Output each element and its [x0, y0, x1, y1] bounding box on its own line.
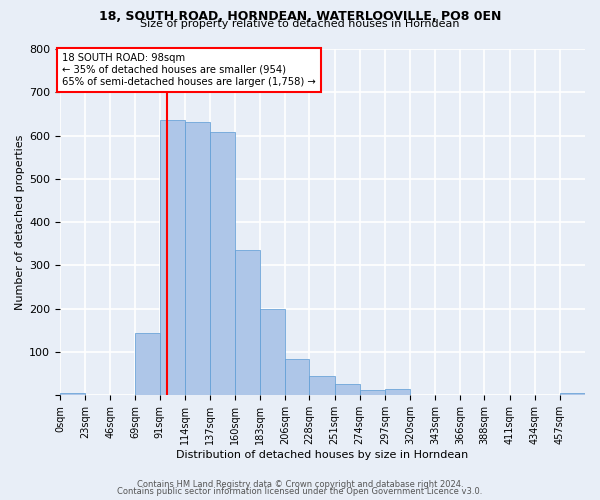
Text: Contains public sector information licensed under the Open Government Licence v3: Contains public sector information licen… [118, 487, 482, 496]
Bar [286, 358, 310, 396]
Bar [359, 390, 385, 396]
X-axis label: Distribution of detached houses by size in Horndean: Distribution of detached houses by size … [176, 450, 469, 460]
Bar [560, 393, 585, 396]
Bar [260, 309, 286, 396]
Text: Size of property relative to detached houses in Horndean: Size of property relative to detached ho… [140, 19, 460, 29]
Bar [136, 334, 160, 396]
Text: 18, SOUTH ROAD, HORNDEAN, WATERLOOVILLE, PO8 0EN: 18, SOUTH ROAD, HORNDEAN, WATERLOOVILLE,… [99, 10, 501, 23]
Bar [185, 122, 210, 396]
Bar [335, 384, 359, 396]
Bar [160, 120, 185, 396]
Bar [60, 393, 85, 396]
Bar [210, 132, 235, 396]
Bar [310, 376, 335, 396]
Text: 18 SOUTH ROAD: 98sqm
← 35% of detached houses are smaller (954)
65% of semi-deta: 18 SOUTH ROAD: 98sqm ← 35% of detached h… [62, 54, 316, 86]
Y-axis label: Number of detached properties: Number of detached properties [15, 134, 25, 310]
Text: Contains HM Land Registry data © Crown copyright and database right 2024.: Contains HM Land Registry data © Crown c… [137, 480, 463, 489]
Bar [235, 250, 260, 396]
Bar [385, 390, 410, 396]
